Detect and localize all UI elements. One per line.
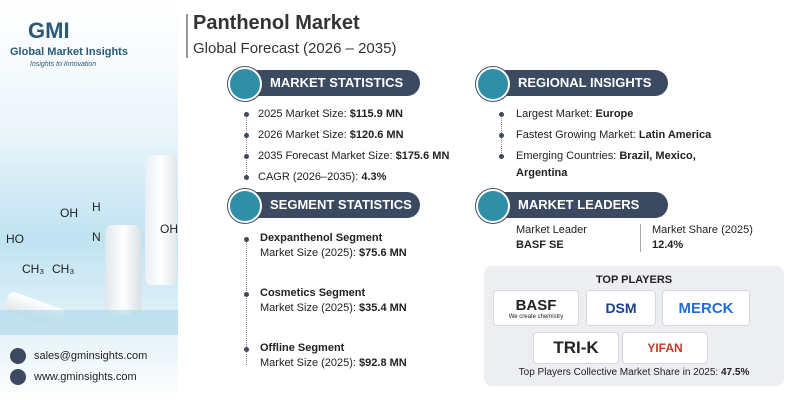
divider <box>640 224 641 252</box>
brand-full-name: Global Market Insights <box>10 46 128 58</box>
bullet <box>244 112 249 117</box>
bottle <box>105 225 141 315</box>
connector <box>246 113 247 175</box>
leader-label: Market Leader <box>516 224 587 236</box>
share-label: Market Share (2025) <box>652 224 753 236</box>
stat-label: Market Size (2025): <box>260 302 356 314</box>
stat-value: $120.6 MN <box>349 129 404 141</box>
stat-label: Market Size (2025): <box>260 357 356 369</box>
molecule-label: H <box>92 200 101 214</box>
segment-name: Dexpanthenol Segment <box>260 232 383 244</box>
players-share-value: 47.5% <box>720 367 750 378</box>
icon <box>228 67 262 101</box>
players-share-label: Top Players Collective Market Share in 2… <box>518 367 719 378</box>
player-logo: TRI-K <box>533 332 619 364</box>
icon <box>228 189 262 223</box>
website[interactable]: www.gminsights.com <box>34 371 137 383</box>
stat-row: 2025 Market Size: $115.9 MN <box>258 106 478 123</box>
email[interactable]: sales@gminsights.com <box>34 350 148 362</box>
title-bar <box>186 14 188 58</box>
stat-row: Market Size (2025): $35.4 MN <box>260 300 460 317</box>
top-players-box <box>484 266 784 386</box>
stat-row: CAGR (2026–2035): 4.3% <box>258 169 478 186</box>
stat-row: 2026 Market Size: $120.6 MN <box>258 127 478 144</box>
bullet <box>244 292 249 297</box>
stat-value: $35.4 MN <box>359 302 407 314</box>
share: 12.4% <box>652 239 684 251</box>
stat-value: $175.6 MN <box>395 150 450 162</box>
stat-row: Market Size (2025): $92.8 MN <box>260 355 460 372</box>
bullet <box>244 347 249 352</box>
icon <box>476 67 510 101</box>
stat-value: $75.6 MN <box>359 247 407 259</box>
bullet <box>499 112 504 117</box>
player-tagline: We create chemistry <box>508 313 564 320</box>
player-name: YIFAN <box>647 341 683 355</box>
stat-row: 2035 Forecast Market Size: $175.6 MN <box>258 148 478 165</box>
brand-name: GMI <box>28 18 70 43</box>
stat-value: Latin America <box>638 129 712 141</box>
leader: BASF SE <box>516 239 564 251</box>
stat-value: $115.9 MN <box>349 108 403 120</box>
molecule-label: HO <box>6 232 24 246</box>
stat-label: Largest Market: <box>516 108 593 120</box>
bullet <box>244 237 249 242</box>
player-logo: BASF We create chemistry <box>493 290 579 326</box>
stat-label: 2025 Market Size: <box>258 108 347 120</box>
bullet <box>499 154 504 159</box>
stat-label: Fastest Growing Market: <box>516 129 636 141</box>
segment-name: Offline Segment <box>260 342 345 354</box>
stat-value: 4.3% <box>361 171 387 183</box>
player-name: MERCK <box>678 299 734 317</box>
bullet <box>244 154 249 159</box>
bullet <box>244 175 249 180</box>
player-logo: YIFAN <box>622 332 708 364</box>
stat-value: Brazil, Mexico, Argentina <box>516 150 696 179</box>
section-heading: MARKET STATISTICS <box>232 70 420 96</box>
stat-label: Emerging Countries: <box>516 150 617 162</box>
stat-row: Market Size (2025): $75.6 MN <box>260 245 460 262</box>
email-icon <box>10 348 26 364</box>
stat-row: Emerging Countries: Brazil, Mexico, Arge… <box>516 148 716 182</box>
bullet <box>244 133 249 138</box>
connector <box>246 240 247 365</box>
molecule-label: OH <box>160 222 178 236</box>
title: Panthenol Market <box>193 12 360 34</box>
player-name: BASF <box>515 296 557 314</box>
molecule-label: CH₃ <box>22 262 45 276</box>
bullet <box>499 133 504 138</box>
stat-value: $92.8 MN <box>359 357 407 369</box>
web-icon <box>10 369 26 385</box>
stat-row: Largest Market: Europe <box>516 106 716 123</box>
subtitle: Global Forecast (2026 – 2035) <box>193 40 397 57</box>
stat-label: CAGR (2026–2035): <box>258 171 359 183</box>
section-heading: SEGMENT STATISTICS <box>232 192 420 218</box>
section-heading: REGIONAL INSIGHTS <box>480 70 668 96</box>
stat-row: Fastest Growing Market: Latin America <box>516 127 716 144</box>
segment-name: Cosmetics Segment <box>260 287 366 299</box>
player-logo: DSM <box>586 290 656 326</box>
molecule-label: N <box>92 230 101 244</box>
player-name: TRI-K <box>553 338 599 357</box>
stat-value: Europe <box>595 108 634 120</box>
player-name: DSM <box>605 300 637 316</box>
stat-label: 2026 Market Size: <box>258 129 347 141</box>
top-players-heading: TOP PLAYERS <box>595 274 673 286</box>
player-logo: MERCK <box>662 290 750 326</box>
stat-label: 2035 Forecast Market Size: <box>258 150 393 162</box>
bottle <box>145 155 177 285</box>
shelf <box>0 310 178 335</box>
stat-label: Market Size (2025): <box>260 247 356 259</box>
section-heading: MARKET LEADERS <box>480 192 668 218</box>
icon <box>476 189 510 223</box>
molecule-label: OH <box>60 206 78 220</box>
molecule-label: CH₃ <box>52 262 75 276</box>
players-share: Top Players Collective Market Share in 2… <box>484 367 784 378</box>
brand-tagline: Insights to Innovation <box>30 61 97 68</box>
